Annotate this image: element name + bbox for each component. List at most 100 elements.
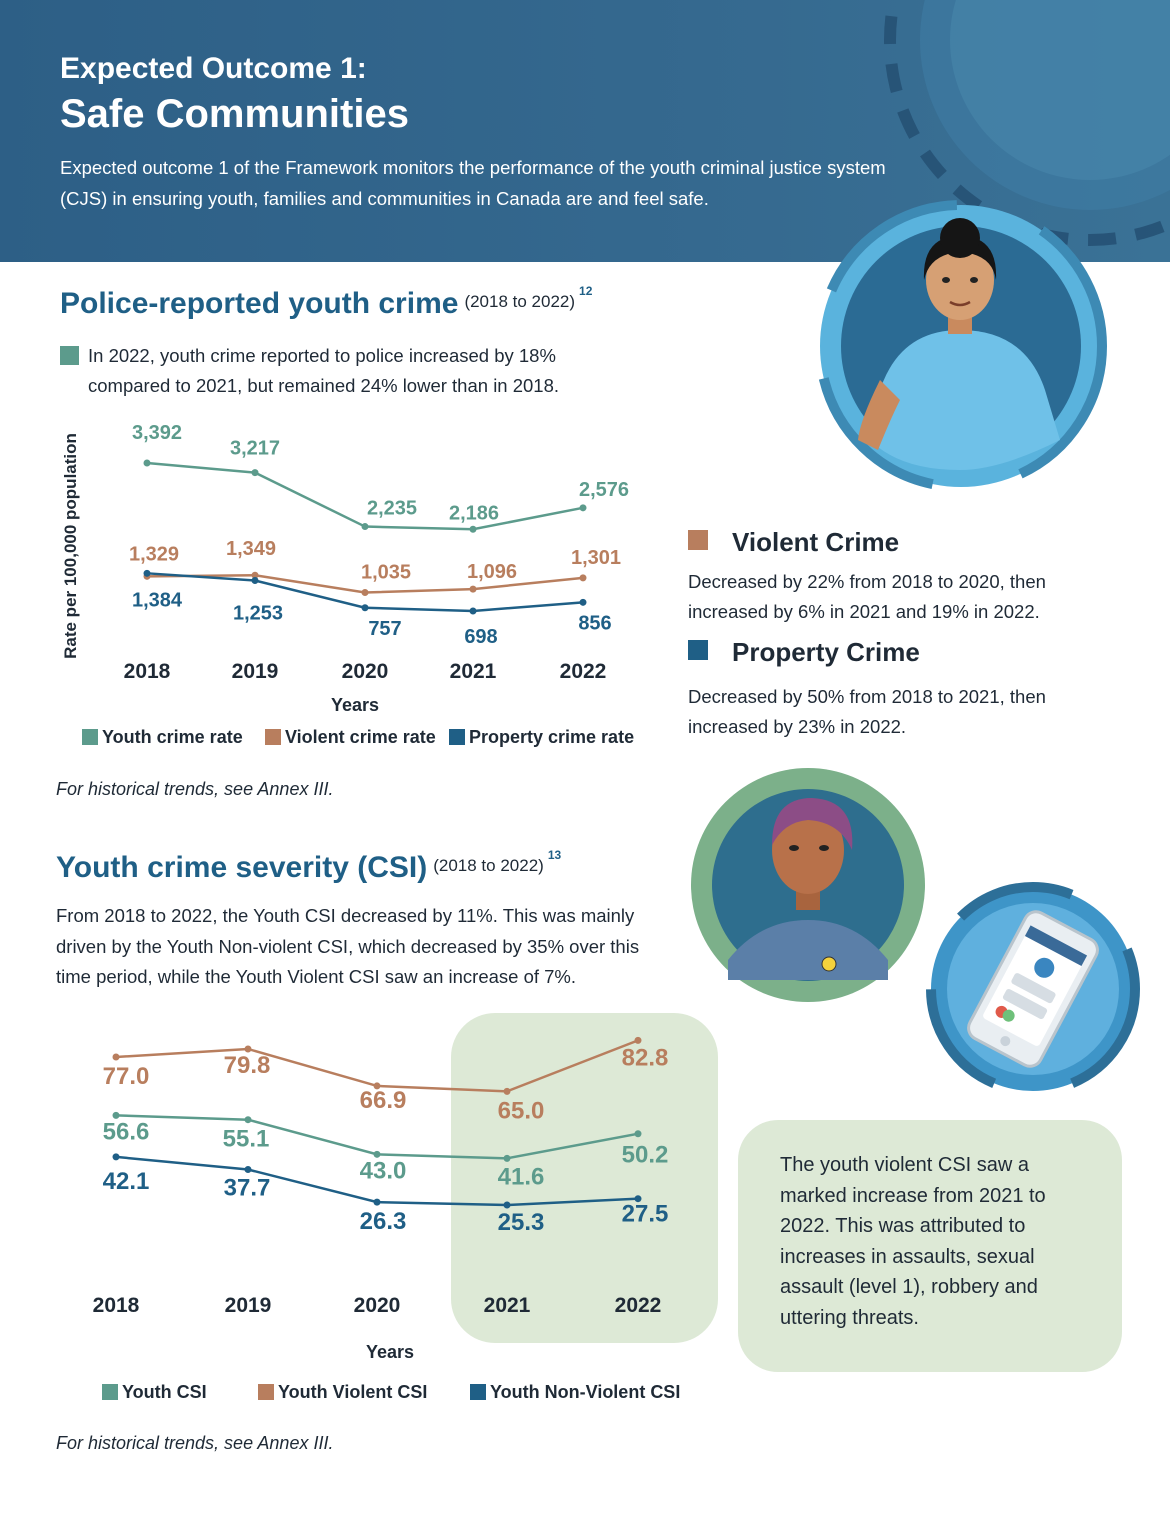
data-point	[251, 571, 259, 579]
chart2-x-axis-label: Years	[366, 1342, 414, 1362]
data-point	[251, 577, 259, 585]
data-label: 50.2	[622, 1142, 669, 1169]
legend-swatch-blue	[470, 1384, 486, 1400]
section2-heading: Youth crime severity (CSI) (2018 to 2022)…	[56, 848, 561, 885]
data-label: 1,035	[361, 561, 411, 583]
property-swatch	[688, 640, 708, 660]
data-point	[251, 469, 259, 477]
data-point	[469, 607, 477, 615]
highlight-2021-2022	[451, 1013, 718, 1343]
data-label: 1,253	[233, 603, 283, 625]
data-point	[373, 1150, 381, 1158]
data-label: 56.6	[103, 1118, 150, 1145]
youth-avatar-illustration	[815, 200, 1107, 492]
data-label: 3,217	[230, 438, 280, 460]
header-banner: Expected Outcome 1: Safe Communities Exp…	[0, 0, 1170, 262]
section2-footnote-ref: 13	[547, 848, 562, 862]
data-point	[244, 1045, 252, 1053]
section1-heading: Police-reported youth crime (2018 to 2022…	[60, 284, 592, 321]
data-point	[634, 1195, 642, 1203]
legend-label: Violent crime rate	[285, 727, 436, 747]
header-decoration	[884, 0, 1170, 246]
data-point	[361, 588, 369, 596]
data-point	[361, 604, 369, 612]
legend-label: Youth CSI	[122, 1382, 207, 1402]
data-label: 37.7	[224, 1175, 271, 1202]
data-label: 26.3	[360, 1208, 407, 1235]
section1-footnote-ref: 12	[579, 284, 593, 298]
section1-bullet: In 2022, youth crime reported to police …	[88, 345, 560, 396]
section2-title: Youth crime severity (CSI)	[56, 851, 428, 884]
data-label: 757	[368, 618, 401, 640]
violent-crime-text: Decreased by 22% from 2018 to 2020, then…	[688, 571, 1046, 622]
data-point	[579, 574, 587, 582]
header-kicker: Expected Outcome 1:	[60, 52, 367, 85]
page-title: Safe Communities	[60, 92, 409, 136]
chart2-legend-nonviolent-csi: Youth Non-Violent CSI	[470, 1382, 680, 1403]
chart1-legend-property: Property crime rate	[449, 727, 634, 748]
person-and-phone-illustration	[691, 768, 1140, 1096]
data-label: 1,349	[226, 538, 276, 560]
data-point	[244, 1166, 252, 1174]
youth-csi-line-chart: Years 2018 2019 2020 2021 2022 56.6 55.1 43.0 41…	[93, 1013, 718, 1362]
property-crime-title: Property Crime	[732, 637, 920, 667]
data-label: 1,384	[132, 589, 183, 611]
x-tick-label-2019: 2019	[232, 660, 279, 683]
section2-range: (2018 to 2022)	[433, 856, 544, 875]
data-label: 77.0	[103, 1063, 150, 1090]
data-point	[634, 1130, 642, 1138]
legend-swatch-teal	[102, 1384, 118, 1400]
chart1-legend-violent: Violent crime rate	[265, 727, 436, 748]
data-label: 25.3	[498, 1209, 545, 1236]
data-point	[373, 1198, 381, 1206]
x-tick-label-2018: 2018	[93, 1294, 140, 1317]
data-point	[373, 1082, 381, 1090]
data-label: 27.5	[622, 1201, 669, 1228]
x-tick-label-2019: 2019	[225, 1294, 272, 1317]
data-label: 65.0	[498, 1097, 545, 1124]
legend-label: Youth Violent CSI	[278, 1382, 428, 1402]
bullet-square	[60, 346, 79, 365]
data-label: 2,235	[367, 498, 417, 520]
data-point	[503, 1154, 511, 1162]
x-tick-label-2022: 2022	[560, 660, 607, 683]
data-point	[112, 1153, 120, 1161]
legend-swatch-teal	[82, 729, 98, 745]
section1-range: (2018 to 2022)	[464, 292, 576, 311]
x-tick-label-2021: 2021	[450, 660, 497, 683]
section1-title: Police-reported youth crime	[60, 287, 459, 320]
chart1-x-axis-label: Years	[331, 695, 379, 715]
data-point	[634, 1036, 642, 1044]
x-tick-label-2020: 2020	[354, 1294, 401, 1317]
data-point	[112, 1111, 120, 1119]
data-label: 43.0	[360, 1157, 407, 1184]
legend-swatch-blue	[449, 729, 465, 745]
section1-footnote: For historical trends, see Annex III.	[56, 779, 334, 799]
violent-crime-title: Violent Crime	[732, 527, 900, 557]
data-point	[143, 569, 151, 577]
x-tick-label-2018: 2018	[124, 660, 171, 683]
legend-label: Youth crime rate	[102, 727, 243, 747]
data-point	[244, 1116, 252, 1124]
data-label: 1,329	[129, 543, 179, 565]
data-point	[503, 1087, 511, 1095]
data-label: 55.1	[223, 1126, 270, 1153]
police-crime-line-chart: Rate per 100,000 population Years 2018 20…	[61, 422, 629, 715]
data-label: 3,392	[132, 422, 182, 444]
data-label: 856	[578, 612, 611, 634]
chart2-legend-youth-csi: Youth CSI	[102, 1382, 207, 1403]
data-label: 42.1	[103, 1168, 150, 1195]
section2-footnote: For historical trends, see Annex III.	[56, 1433, 334, 1453]
x-tick-label-2020: 2020	[342, 660, 389, 683]
data-label: 1,301	[571, 547, 621, 569]
violent-crime-heading: Violent Crime	[688, 527, 899, 558]
property-crime-heading: Property Crime	[688, 637, 920, 668]
data-point	[469, 525, 477, 533]
section2-body: From 2018 to 2022, the Youth CSI decreas…	[56, 905, 640, 987]
data-point	[112, 1053, 120, 1061]
csi-callout-box: The youth violent CSI saw a marked incre…	[738, 1120, 1122, 1372]
chart1-y-axis-label: Rate per 100,000 population	[61, 433, 80, 659]
legend-label: Youth Non-Violent CSI	[490, 1382, 681, 1402]
legend-swatch-brown	[265, 729, 281, 745]
violent-swatch	[688, 530, 708, 550]
